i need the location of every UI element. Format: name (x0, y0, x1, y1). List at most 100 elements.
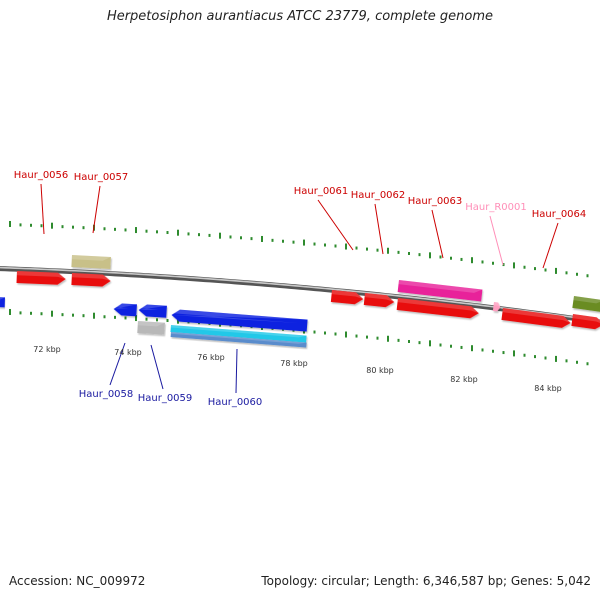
tick-mark (156, 318, 158, 322)
tick-mark (565, 271, 568, 275)
tick-mark (576, 360, 578, 364)
tick-mark (387, 247, 389, 254)
gene-haur_0065b[interactable] (571, 314, 600, 330)
tick-mark (240, 236, 242, 240)
tick-mark (124, 228, 127, 232)
scale-label: 80 kbp (366, 366, 394, 375)
tick-mark (523, 353, 526, 357)
gene-haur_0062[interactable] (363, 293, 395, 308)
tick-mark (429, 340, 431, 347)
tick-mark (250, 237, 253, 241)
tick-mark (387, 335, 389, 342)
tick-mark (9, 220, 11, 227)
tick-mark (408, 339, 410, 343)
tick-mark (450, 256, 452, 260)
gene-haur_0060b[interactable] (170, 325, 307, 343)
tick-mark (72, 225, 74, 229)
gene-arrow (170, 332, 307, 348)
gene-haur_r0001[interactable] (492, 302, 501, 312)
tick-mark (555, 355, 557, 362)
gene-haur_0056[interactable] (16, 271, 66, 285)
scale-label: 84 kbp (534, 384, 562, 393)
tick-mark (135, 227, 137, 234)
gene-haur_0057b[interactable] (71, 273, 111, 287)
tick-mark (576, 272, 578, 276)
tick-mark (460, 257, 463, 261)
gene-haur_0059b[interactable] (137, 321, 165, 335)
tick-mark (261, 235, 263, 242)
gene-label-haur_0064[interactable]: Haur_0064 (532, 209, 587, 220)
gene-arrow (137, 321, 165, 335)
scale-label: 72 kbp (33, 345, 61, 354)
gene-arrow (330, 290, 364, 305)
gene-label-haur_0059[interactable]: Haur_0059 (138, 393, 193, 404)
gene-label-haur_0063[interactable]: Haur_0063 (408, 196, 463, 207)
gene-label-haur_0062[interactable]: Haur_0062 (351, 190, 406, 201)
tick-mark (208, 233, 211, 237)
topology-label: Topology: circular; Length: 6,346,587 bp… (261, 574, 591, 588)
tick-mark (366, 247, 368, 251)
tick-mark (30, 311, 32, 315)
tick-mark (30, 223, 32, 227)
gene-haur_0063b[interactable] (396, 298, 480, 319)
gene-haur_0058[interactable] (113, 303, 137, 317)
tick-mark (418, 341, 421, 345)
tick-mark (219, 232, 221, 239)
gene-label-haur_0058[interactable]: Haur_0058 (79, 389, 134, 400)
tick-mark (82, 314, 85, 318)
tick-mark (471, 345, 473, 352)
tick-mark (177, 317, 179, 324)
tick-mark (408, 251, 410, 255)
gene-haur_0063[interactable] (397, 280, 483, 302)
tick-mark (292, 240, 295, 244)
gene-haur_0055[interactable] (0, 297, 5, 308)
gene-features[interactable] (0, 255, 600, 348)
gene-label-haur_0057[interactable]: Haur_0057 (74, 172, 129, 183)
tick-mark (345, 243, 347, 250)
gene-label-haur_r0001[interactable]: Haur_R0001 (465, 202, 527, 213)
tick-mark (135, 315, 137, 322)
tick-mark (145, 229, 148, 233)
tick-mark (492, 261, 494, 265)
gene-haur_0064[interactable] (501, 308, 571, 329)
tick-mark (534, 267, 536, 271)
tick-mark (397, 250, 400, 254)
gene-haur_0059[interactable] (138, 304, 167, 318)
tick-mark (355, 334, 358, 338)
tick-mark (40, 312, 43, 316)
tick-mark (61, 313, 64, 317)
tick-mark (187, 232, 190, 236)
accession-label: Accession: NC_009972 (9, 574, 146, 588)
callout-line (431, 209, 444, 259)
tick-mark (492, 349, 494, 353)
tick-mark (229, 235, 232, 239)
tick-mark (586, 362, 589, 366)
tick-mark (429, 252, 431, 259)
tick-mark (103, 315, 106, 319)
gene-arrow (113, 303, 137, 317)
gene-haur_0057[interactable] (71, 255, 111, 269)
tick-mark (481, 260, 484, 264)
tick-mark (376, 248, 379, 252)
gene-arrow (396, 298, 479, 319)
gene-haur_0060c[interactable] (170, 332, 307, 348)
tick-mark (555, 267, 557, 274)
gene-label-haur_0060[interactable]: Haur_0060 (208, 397, 263, 408)
map-title: Herpetosiphon aurantiacus ATCC 23779, co… (106, 9, 494, 24)
scale-label: 82 kbp (450, 375, 478, 384)
gene-arrow (71, 273, 111, 287)
gene-haur_0060[interactable] (171, 309, 308, 332)
tick-mark (61, 225, 64, 229)
tick-mark (166, 231, 169, 235)
tick-mark (366, 335, 368, 339)
tick-mark (439, 255, 442, 259)
gene-arrow (138, 304, 167, 318)
gene-label-haur_0061[interactable]: Haur_0061 (294, 186, 349, 197)
gene-haur_0061[interactable] (330, 290, 364, 305)
gene-haur_0065[interactable] (572, 296, 600, 313)
gene-label-haur_0056[interactable]: Haur_0056 (14, 170, 69, 181)
tick-mark (355, 246, 358, 250)
gene-arrow (71, 255, 111, 269)
